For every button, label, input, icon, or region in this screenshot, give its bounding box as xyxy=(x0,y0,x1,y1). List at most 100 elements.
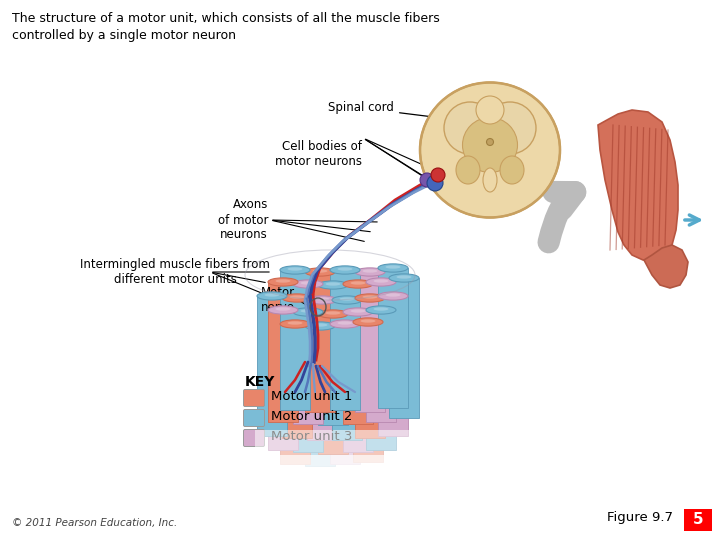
Bar xyxy=(305,326,335,466)
Bar xyxy=(305,272,335,412)
Ellipse shape xyxy=(315,298,330,301)
Bar xyxy=(268,282,298,422)
Ellipse shape xyxy=(325,312,341,315)
Text: Motor unit 3: Motor unit 3 xyxy=(271,430,352,443)
Text: Intermingled muscle fibers from
different motor units: Intermingled muscle fibers from differen… xyxy=(80,258,270,286)
Text: Figure 9.7: Figure 9.7 xyxy=(607,511,673,524)
Ellipse shape xyxy=(420,83,560,218)
Ellipse shape xyxy=(312,323,328,327)
Bar xyxy=(307,300,337,440)
Ellipse shape xyxy=(444,102,496,154)
Bar xyxy=(378,296,408,436)
Ellipse shape xyxy=(340,298,354,301)
Bar xyxy=(343,284,373,424)
Ellipse shape xyxy=(268,278,298,286)
Bar xyxy=(366,282,396,422)
FancyBboxPatch shape xyxy=(243,389,264,407)
Bar xyxy=(343,312,373,452)
Bar xyxy=(318,285,348,425)
Ellipse shape xyxy=(300,309,315,313)
Ellipse shape xyxy=(287,321,302,325)
Text: KEY: KEY xyxy=(245,375,275,389)
Bar xyxy=(280,270,310,410)
Bar xyxy=(257,296,287,436)
Ellipse shape xyxy=(280,266,310,274)
Ellipse shape xyxy=(318,310,348,318)
Ellipse shape xyxy=(332,296,362,304)
Ellipse shape xyxy=(312,269,328,273)
Ellipse shape xyxy=(293,280,323,288)
Ellipse shape xyxy=(318,281,348,289)
Ellipse shape xyxy=(330,320,360,328)
Bar xyxy=(366,310,396,450)
Ellipse shape xyxy=(361,319,376,322)
Ellipse shape xyxy=(264,293,279,296)
Ellipse shape xyxy=(351,309,366,313)
Ellipse shape xyxy=(483,168,497,192)
Ellipse shape xyxy=(374,307,389,310)
Bar xyxy=(293,284,323,424)
Ellipse shape xyxy=(476,96,504,124)
Text: Spinal cord: Spinal cord xyxy=(328,102,472,122)
Circle shape xyxy=(420,173,434,187)
Bar xyxy=(268,310,298,450)
Ellipse shape xyxy=(268,306,298,314)
Ellipse shape xyxy=(397,275,412,279)
Bar xyxy=(330,324,360,464)
Bar xyxy=(353,322,383,462)
Ellipse shape xyxy=(325,282,341,286)
Bar xyxy=(355,298,385,438)
Ellipse shape xyxy=(355,268,385,276)
Text: Motor unit 2: Motor unit 2 xyxy=(271,410,352,423)
Ellipse shape xyxy=(374,279,389,282)
Ellipse shape xyxy=(257,292,287,300)
Text: Motor
nerve: Motor nerve xyxy=(261,286,295,314)
Ellipse shape xyxy=(276,307,290,310)
Polygon shape xyxy=(644,245,688,288)
FancyBboxPatch shape xyxy=(684,509,712,531)
Ellipse shape xyxy=(362,269,377,273)
Ellipse shape xyxy=(500,156,524,184)
Ellipse shape xyxy=(355,294,385,302)
Text: 5: 5 xyxy=(693,512,703,528)
Text: Motor unit 1: Motor unit 1 xyxy=(271,390,352,403)
Bar xyxy=(318,314,348,454)
Bar xyxy=(282,298,312,438)
Circle shape xyxy=(487,138,493,145)
Text: Axons
of motor
neurons: Axons of motor neurons xyxy=(217,199,268,241)
Ellipse shape xyxy=(385,293,400,296)
Ellipse shape xyxy=(289,295,305,299)
Ellipse shape xyxy=(307,296,337,304)
Ellipse shape xyxy=(330,266,360,274)
Bar xyxy=(255,455,430,490)
Ellipse shape xyxy=(351,281,366,285)
Bar xyxy=(389,278,419,418)
Ellipse shape xyxy=(366,278,396,286)
Circle shape xyxy=(431,168,445,182)
Bar xyxy=(255,430,430,490)
Ellipse shape xyxy=(293,308,323,316)
Ellipse shape xyxy=(343,308,373,316)
Ellipse shape xyxy=(305,322,335,330)
Ellipse shape xyxy=(378,264,408,272)
FancyBboxPatch shape xyxy=(243,409,264,427)
Ellipse shape xyxy=(287,267,302,271)
Ellipse shape xyxy=(378,292,408,300)
Bar xyxy=(293,312,323,452)
Ellipse shape xyxy=(389,274,419,282)
Text: Cell bodies of
motor neurons: Cell bodies of motor neurons xyxy=(275,140,362,168)
Ellipse shape xyxy=(300,281,315,285)
Ellipse shape xyxy=(353,318,383,326)
Ellipse shape xyxy=(366,306,396,314)
Bar xyxy=(332,300,362,440)
Ellipse shape xyxy=(282,294,312,302)
Ellipse shape xyxy=(462,118,518,172)
Ellipse shape xyxy=(276,279,290,282)
Ellipse shape xyxy=(338,267,353,271)
Bar xyxy=(280,324,310,464)
FancyBboxPatch shape xyxy=(243,429,264,447)
Ellipse shape xyxy=(280,320,310,328)
Circle shape xyxy=(427,175,443,191)
Bar xyxy=(355,272,385,412)
Ellipse shape xyxy=(456,156,480,184)
